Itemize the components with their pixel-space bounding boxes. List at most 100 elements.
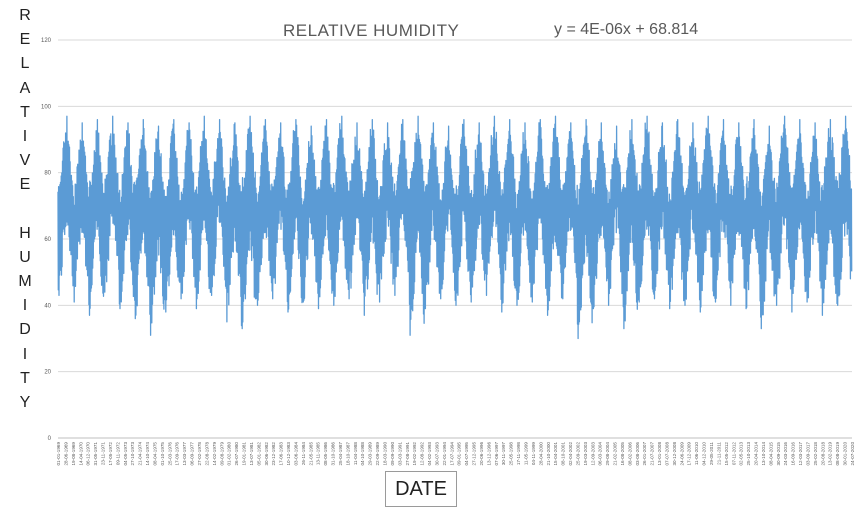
x-tick-label: 19-08-1969	[71, 442, 76, 466]
x-tick-label: 16-09-2016	[791, 442, 796, 466]
x-tick-label: 29-05-2011	[709, 442, 714, 466]
y-axis-title-letter: A	[19, 79, 31, 97]
y-axis-title-letter: L	[20, 55, 30, 73]
x-tick-label: 25-05-1998	[509, 442, 514, 466]
x-tick-label: 27-12-1995	[472, 442, 477, 466]
x-tick-label: 30-07-1993	[434, 442, 439, 466]
x-tick-label: 12-03-2017	[798, 442, 803, 466]
y-tick-label: 20	[44, 370, 51, 376]
x-tick-label: 20-06-1996	[479, 442, 484, 466]
y-axis-title-letter: R	[19, 7, 31, 24]
x-tick-label: 17-09-1976	[175, 442, 180, 466]
x-tick-label: 25-03-1976	[167, 442, 172, 466]
x-tick-label: 02-04-2002	[568, 442, 573, 466]
y-axis-title-letter: U	[19, 248, 31, 266]
x-tick-label: 26-11-1984	[301, 442, 306, 466]
x-tick-label: 12-09-2003	[590, 442, 595, 466]
x-tick-label: 29-08-2004	[605, 442, 610, 466]
trendline-equation: y = 4E-06x + 68.814	[554, 21, 699, 38]
y-axis-title-letter: H	[19, 224, 31, 242]
series-line-path	[57, 115, 853, 340]
y-tick-label: 60	[44, 237, 51, 243]
x-tick-label: 30-09-2015	[776, 442, 781, 466]
y-tick-label: 120	[41, 38, 52, 44]
x-tick-label: 04-11-1999	[531, 442, 536, 466]
x-tick-label: 15-05-2012	[724, 442, 729, 466]
x-tick-label: 09-11-1972	[115, 442, 120, 466]
series-line	[57, 115, 853, 340]
x-tick-label: 07-07-2008	[664, 442, 669, 466]
x-tick-label: 13-01-2008	[657, 442, 662, 466]
x-tick-label: 03-03-1991	[397, 442, 402, 466]
x-tick-label: 25-09-2002	[575, 442, 580, 466]
x-tick-label: 09-09-1990	[390, 442, 395, 466]
x-tick-label: 31-05-1971	[93, 442, 98, 466]
x-tick-label: 24-06-2009	[679, 442, 684, 466]
x-tick-label: 17-06-1983	[279, 442, 284, 466]
x-tick-label: 09-01-1995	[457, 442, 462, 466]
x-tick-label: 30-01-2020	[843, 442, 848, 466]
x-axis-title: DATE	[385, 471, 457, 507]
x-tick-label: 26-01-2007	[642, 442, 647, 466]
x-tick-label: 20-04-2014	[754, 442, 759, 466]
y-axis-title-letter: T	[20, 369, 30, 387]
x-tick-label: 23-11-1971	[101, 442, 106, 466]
y-axis-title-letter: E	[19, 176, 31, 194]
x-tick-label: 28-06-1969	[63, 442, 68, 466]
x-tick-label: 13-02-2019	[828, 442, 833, 466]
x-tick-label: 14-02-1979	[212, 442, 217, 466]
y-axis-title-letter: T	[20, 103, 30, 121]
x-tick-label: 04-07-1995	[464, 442, 469, 466]
x-tick-label: 13-10-2014	[761, 442, 766, 466]
x-tick-label: 04-10-1988	[360, 442, 365, 466]
x-tick-label: 09-08-1979	[219, 442, 224, 466]
x-tick-label: 12-08-1992	[420, 442, 425, 466]
x-tick-label: 19-02-1992	[412, 442, 417, 466]
y-axis-title-letter: M	[18, 273, 32, 291]
x-tick-label: 02-05-2013	[739, 442, 744, 466]
x-tick-label: 29-03-1989	[368, 442, 373, 466]
x-tick-label: 21-02-2005	[613, 442, 618, 466]
x-tick-label: 06-03-2004	[598, 442, 603, 466]
x-tick-label: 30-06-1982	[264, 442, 269, 466]
x-tick-label: 30-11-1997	[501, 442, 506, 466]
x-tick-labels: 01-01-1969 28-06-1969 19-08-1969 14-04-1970…	[56, 442, 855, 466]
x-tick-label: 21-07-2007	[650, 442, 655, 466]
x-tick-label: 08-02-2006	[627, 442, 632, 466]
x-tick-label: 01-10-1975	[160, 442, 165, 466]
x-tick-label: 24-03-2016	[783, 442, 788, 466]
x-tick-label: 17-05-1972	[108, 442, 113, 466]
chart-title: RELATIVE HUMIDITY	[283, 21, 460, 40]
y-axis-title-letter: Y	[19, 394, 31, 411]
x-tick-label: 21-04-1974	[138, 442, 143, 466]
x-tick-label: 01-02-1980	[227, 442, 232, 466]
x-tick-label: 13-12-1996	[486, 442, 491, 466]
x-tick-label: 11-04-1988	[353, 442, 358, 466]
x-tick-label: 21-11-2011	[716, 442, 721, 465]
x-tick-label: 14-04-1970	[78, 442, 83, 466]
x-tick-label: 04-05-1973	[123, 442, 128, 466]
x-tick-label: 27-02-1978	[197, 442, 202, 466]
x-tick-label: 03-09-2017	[805, 442, 810, 466]
x-tick-label: 18-03-1990	[383, 442, 388, 466]
x-tick-label: 13-03-1977	[182, 442, 187, 466]
x-tick-label: 17-07-1994	[449, 442, 454, 466]
x-tick-label: 17-11-1998	[516, 442, 521, 466]
x-tick-label: 15-04-2001	[553, 442, 558, 466]
x-tick-label: 22-08-1978	[204, 442, 209, 466]
x-tick-label: 07-11-2012	[731, 442, 736, 466]
y-tick-label: 100	[41, 104, 52, 110]
y-tick-labels: 0 20 40 60 80 100 120	[41, 38, 52, 442]
y-axis-title-letter: D	[19, 321, 31, 339]
x-tick-label: 11-05-1999	[523, 442, 528, 466]
x-tick-label: 10-12-1983	[286, 442, 291, 466]
x-tick-label: 03-06-1984	[293, 442, 298, 466]
x-tick-label: 16-08-2005	[620, 442, 625, 466]
x-tick-label: 04-02-1993	[427, 442, 432, 466]
y-axis-title-letter: I	[22, 345, 28, 363]
y-tick-label: 80	[44, 171, 51, 177]
x-tick-label: 30-12-2008	[672, 442, 677, 466]
x-tick-label: 27-08-1991	[405, 442, 410, 466]
